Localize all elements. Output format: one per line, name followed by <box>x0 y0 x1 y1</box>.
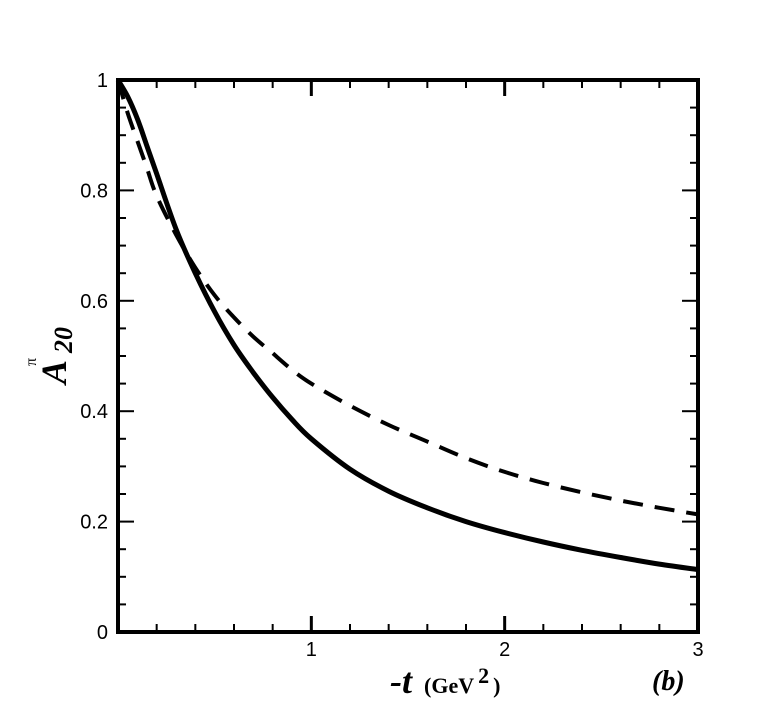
x-axis-label-unit-close: ) <box>493 673 500 698</box>
y-axis-label-sub: 20 <box>49 327 78 354</box>
y-tick-label: 1 <box>97 70 108 92</box>
y-axis-label: A 20 π <box>23 327 78 386</box>
curves-layer <box>115 78 699 573</box>
svg-text:A 20: A 20 <box>34 327 78 386</box>
tick-labels-layer: 0 0.2 0.4 0.6 0.8 1 1 2 3 <box>80 70 703 661</box>
y-axis-label-sup: π <box>23 358 40 366</box>
x-tick-label: 3 <box>692 639 703 661</box>
y-tick-label: 0.6 <box>80 291 108 313</box>
y-tick-label: 0.8 <box>80 180 108 202</box>
x-axis-label-unit-sup: 2 <box>478 663 489 688</box>
y-tick-label: 0 <box>97 622 108 644</box>
x-axis-label-main: -t <box>390 661 413 701</box>
x-tick-label: 1 <box>306 639 317 661</box>
series-line-dashed <box>116 79 699 517</box>
y-tick-label: 0.4 <box>80 401 108 423</box>
y-axis-label-base: A <box>34 361 74 386</box>
panel-label: (b) <box>652 666 685 697</box>
x-axis-label: -t (GeV 2 ) <box>390 661 500 701</box>
series-line-solid <box>115 78 699 573</box>
plot-frame <box>116 78 700 634</box>
ticks-layer <box>116 79 700 633</box>
x-tick-label: 2 <box>499 639 510 661</box>
y-tick-label: 0.2 <box>80 512 108 534</box>
x-axis-label-unit-open: (GeV <box>424 673 474 698</box>
